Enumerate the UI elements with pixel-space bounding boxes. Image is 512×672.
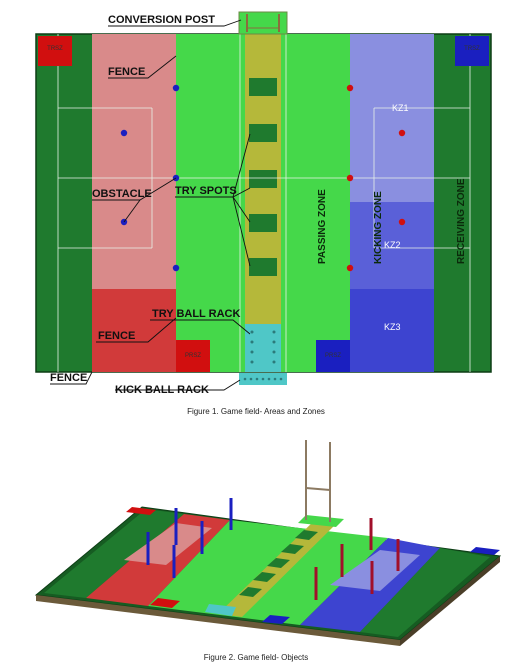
try-ball-rack-3d [205,604,236,616]
trsz-red-zone [38,36,72,66]
blue-area-light [350,34,434,202]
prsz-blue-label: PRSZ [325,353,341,359]
prsz-blue-zone [316,340,350,372]
obstacle-marker [120,129,128,137]
conversion-post-3d [305,440,331,522]
prsz-red-zone [176,340,210,372]
fence-mid-label: FENCE [98,330,135,342]
trsz-blue-label: TRSZ [464,46,480,52]
trsz-red-label: TRSZ [47,46,63,52]
try-spot [249,258,277,276]
blue-area-mid [350,202,434,289]
try-spot [249,214,277,232]
field-slab-side [400,556,500,646]
trsz-red-3d [126,507,156,515]
figure-2-caption: Figure 2. Game field- Objects [204,653,308,662]
obstacle-marker [398,218,406,226]
surface-band [360,548,490,637]
try-spots [249,78,277,276]
obstacle-marker [346,84,354,92]
kicking-zone-label: KICKING ZONE [373,191,384,264]
field-perspective-view [34,440,502,646]
try-spot [249,124,277,142]
conversion-base-3d [298,515,344,527]
obstacle-marker [172,84,180,92]
obstacle-marker [398,129,406,137]
field-top-view: TRSZ TRSZ PRSZ PRSZ [35,11,492,396]
try-ball-rack-label: TRY BALL RACK [152,308,240,320]
surface-band [44,509,184,598]
obstacle-marker [346,174,354,182]
prsz-red-3d [150,598,180,608]
obstacles-red [346,84,406,272]
fence-bottom-label: FENCE [50,372,87,384]
try-ball-rack-dots [250,330,276,364]
try-spot [249,78,277,96]
figure-1-caption: Figure 1. Game field- Areas and Zones [187,407,325,416]
red-zone-light [124,523,212,565]
prsz-red-label: PRSZ [185,353,201,359]
obstacle-label: OBSTACLE [92,188,152,200]
try-ball-rack [245,324,281,372]
try-spots-3d [239,530,318,597]
trsz-blue-3d [470,547,500,555]
field-lines [57,34,471,372]
conversion-post-label: CONVERSION POST [108,14,215,26]
red-area-light [92,34,176,289]
field-slab-edge [36,595,400,646]
kick-ball-rack-label: KICK BALL RACK [115,384,209,396]
kick-ball-rack-dots [243,377,283,381]
callout-lines [50,19,251,391]
fence-top-label: FENCE [108,66,145,78]
kz2-label: KZ2 [384,240,401,250]
obstacle-marker [172,264,180,272]
obstacle-marker [346,264,354,272]
kz1-label: KZ1 [392,103,409,113]
receiving-zone-label: RECEIVING ZONE [456,178,467,264]
try-spot [249,170,277,188]
kz3-label: KZ3 [384,322,401,332]
obstacle-poles-blue [146,498,233,578]
trsz-blue-zone [455,36,489,66]
try-spots-label: TRY SPOTS [175,185,237,197]
passing-zone-label: PASSING ZONE [317,189,328,264]
prsz-blue-3d [262,615,290,624]
blue-area-dark [350,289,434,372]
obstacle-poles-red [314,518,400,600]
